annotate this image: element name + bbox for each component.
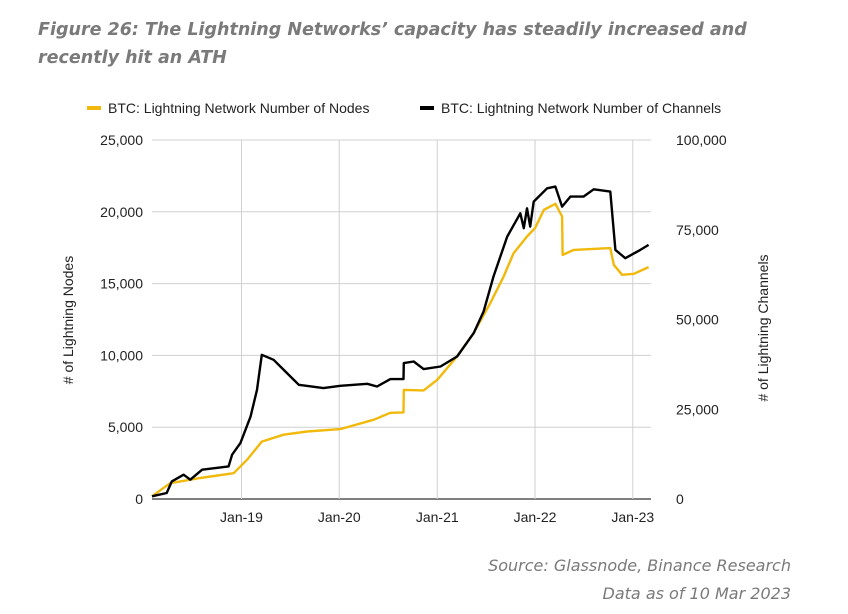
y2-tick-label: 25,000 <box>676 401 719 417</box>
y-tick-label: 0 <box>135 491 143 507</box>
y-tick-label: 5,000 <box>108 419 143 435</box>
series-line-nodes <box>151 202 650 498</box>
source-note: Source: Glassnode, Binance Research <box>488 556 791 575</box>
y-tick-label: 15,000 <box>100 276 143 292</box>
x-tick-label: Jan-21 <box>416 509 459 525</box>
figure-title: Figure 26: The Lightning Networks’ capac… <box>38 20 747 68</box>
x-tick-label: Jan-19 <box>220 509 263 525</box>
y2-axis-title: # of Lightning Channels <box>755 254 771 401</box>
x-tick-label: Jan-22 <box>514 509 557 525</box>
y-axis-title: # of Lightning Nodes <box>60 256 76 384</box>
y2-tick-label: 0 <box>676 491 684 507</box>
x-tick-label: Jan-23 <box>611 509 654 525</box>
legend-label: BTC: Lightning Network Number of Channel… <box>441 100 721 116</box>
y2-tick-label: 100,000 <box>676 132 727 148</box>
y2-tick-label: 75,000 <box>676 222 719 238</box>
series-line-channels <box>151 185 650 498</box>
y-tick-label: 25,000 <box>100 132 143 148</box>
y-tick-label: 20,000 <box>100 204 143 220</box>
y2-tick-label: 50,000 <box>676 312 719 328</box>
legend-label: BTC: Lightning Network Number of Nodes <box>108 100 369 116</box>
data-date-note: Data as of 10 Mar 2023 <box>602 584 791 603</box>
x-tick-label: Jan-20 <box>318 509 361 525</box>
y-tick-label: 10,000 <box>100 347 143 363</box>
